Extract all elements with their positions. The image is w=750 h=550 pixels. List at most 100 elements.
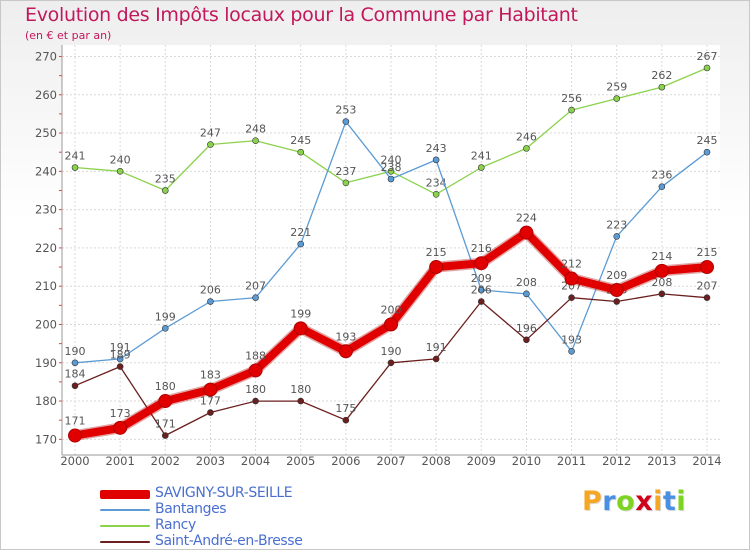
y-tick-label: 190 [35,356,57,370]
data-point-saint-andr-en-bresse [568,294,575,301]
data-label-rancy: 247 [200,127,221,140]
legend-label: SAVIGNY-SUR-SEILLE [155,485,293,501]
data-point-saint-andr-en-bresse [161,432,169,439]
data-label-saint-andr-en-bresse: 177 [200,395,221,408]
x-tick-label: 2003 [196,454,225,468]
chart-title: Evolution des Impôts locaux pour la Comm… [25,4,578,26]
data-point-rancy [342,179,350,187]
data-label-bantanges: 236 [651,169,672,182]
x-tick-label: 2012 [602,454,631,468]
y-tick-label: 170 [35,432,57,446]
data-label-bantanges: 253 [335,104,356,117]
data-point-savigny-sur-seille [429,260,444,275]
data-point-savigny-sur-seille [338,344,353,359]
x-tick-label: 2006 [331,454,360,468]
data-label-saint-andr-en-bresse: 206 [471,284,492,297]
data-point-bantanges [568,347,575,355]
data-point-savigny-sur-seille [519,225,534,240]
data-point-bantanges [613,233,621,240]
data-point-saint-andr-en-bresse [297,397,305,405]
data-label-saint-andr-en-bresse: 191 [426,341,447,354]
data-label-savigny-sur-seille: 214 [651,250,672,263]
data-label-savigny-sur-seille: 215 [426,246,447,259]
data-point-savigny-sur-seille [609,283,624,298]
data-point-bantanges [161,325,169,332]
data-point-bantanges [207,298,214,305]
data-point-rancy [523,145,530,152]
logo-letter: i [653,486,663,517]
legend-swatch [100,509,150,511]
y-tick-label: 180 [35,394,57,408]
data-label-savigny-sur-seille: 209 [606,269,627,282]
data-point-savigny-sur-seille [68,428,82,443]
proxiti-logo: Proxiti [582,486,686,517]
x-tick-label: 2014 [692,454,721,468]
data-label-savigny-sur-seille: 193 [335,330,356,343]
data-label-rancy: 234 [426,176,447,189]
data-point-savigny-sur-seille [564,271,579,286]
data-point-rancy [477,164,485,171]
data-point-bantanges [342,118,350,125]
data-point-rancy [71,164,79,171]
data-point-rancy [703,64,711,72]
data-point-saint-andr-en-bresse [71,382,79,390]
data-label-savigny-sur-seille: 215 [697,246,718,259]
data-label-rancy: 267 [697,50,718,63]
data-point-bantanges [116,355,124,363]
data-label-rancy: 241 [471,150,492,163]
logo-letter: P [582,486,603,517]
data-label-rancy: 259 [606,81,627,94]
data-label-savigny-sur-seille: 171 [65,415,86,428]
x-tick-label: 2011 [557,454,586,468]
data-label-savigny-sur-seille: 199 [290,307,311,320]
data-label-bantanges: 223 [606,218,627,231]
y-tick-label: 270 [35,49,57,63]
data-point-saint-andr-en-bresse [116,363,124,370]
data-point-saint-andr-en-bresse [613,298,621,305]
data-point-bantanges [523,290,530,298]
data-point-saint-andr-en-bresse [252,397,259,405]
data-label-rancy: 241 [65,150,86,163]
data-label-saint-andr-en-bresse: 175 [335,402,356,415]
data-point-saint-andr-en-bresse [477,298,485,305]
data-point-bantanges [703,148,711,156]
data-label-bantanges: 208 [516,276,537,289]
data-point-rancy [568,106,575,114]
data-point-rancy [207,141,214,148]
data-label-saint-andr-en-bresse: 190 [381,345,402,358]
data-label-bantanges: 238 [381,161,402,174]
data-label-bantanges: 209 [471,272,492,285]
data-label-savigny-sur-seille: 180 [155,380,176,393]
y-tick-label: 210 [35,279,57,293]
data-point-bantanges [477,286,485,294]
legend-label: Rancy [155,517,196,533]
x-tick-label: 2007 [376,454,405,468]
y-tick-label: 230 [35,203,57,217]
logo-letter: x [635,486,654,517]
x-tick-label: 2010 [512,454,541,468]
data-label-savigny-sur-seille: 183 [200,369,221,382]
data-label-saint-andr-en-bresse: 180 [245,383,266,396]
data-label-rancy: 256 [561,92,582,105]
data-point-savigny-sur-seille [203,382,218,397]
data-label-saint-andr-en-bresse: 207 [697,280,718,293]
data-point-saint-andr-en-bresse [342,416,350,424]
data-label-saint-andr-en-bresse: 171 [155,418,176,431]
data-point-savigny-sur-seille [158,394,173,409]
legend-label: Bantanges [155,501,227,517]
data-label-bantanges: 206 [200,284,221,297]
data-label-savigny-sur-seille: 212 [561,258,582,271]
x-tick-label: 2008 [422,454,451,468]
data-point-bantanges [297,240,305,248]
data-label-saint-andr-en-bresse: 180 [290,383,311,396]
x-tick-label: 2001 [106,454,135,468]
data-point-bantanges [252,294,259,301]
data-label-saint-andr-en-bresse: 184 [65,368,86,381]
data-point-saint-andr-en-bresse [703,294,711,301]
data-point-savigny-sur-seille [474,256,489,271]
data-label-bantanges: 245 [697,134,718,147]
data-label-rancy: 240 [381,153,402,166]
data-label-bantanges: 243 [426,142,447,155]
data-point-savigny-sur-seille [113,420,128,435]
